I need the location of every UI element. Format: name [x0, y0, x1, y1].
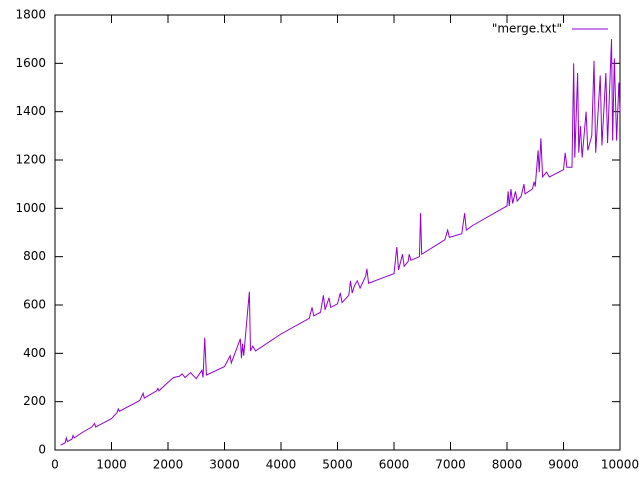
x-tick-label: 1000	[96, 458, 127, 472]
plot-border	[54, 14, 621, 451]
data-line	[60, 39, 621, 446]
y-tick-label: 200	[23, 394, 46, 408]
x-tick-label: 8000	[492, 458, 523, 472]
x-tick-label: 9000	[548, 458, 579, 472]
legend-label: "merge.txt"	[492, 22, 562, 36]
y-tick-label: 400	[23, 346, 46, 360]
y-tick-label: 1600	[15, 56, 46, 70]
x-tick-label: 0	[51, 458, 59, 472]
y-tick-label: 1400	[15, 104, 46, 118]
y-tick-label: 800	[23, 249, 46, 263]
x-tick-label: 3000	[209, 458, 240, 472]
y-tick-label: 1800	[15, 8, 46, 22]
x-tick-label: 2000	[153, 458, 184, 472]
x-tick-label: 7000	[435, 458, 466, 472]
y-tick-label: 600	[23, 298, 46, 312]
x-tick-label: 6000	[379, 458, 410, 472]
y-tick-label: 1200	[15, 153, 46, 167]
x-tick-label: 10000	[601, 458, 639, 472]
x-tick-label: 4000	[266, 458, 297, 472]
y-tick-label: 0	[38, 443, 46, 457]
y-tick-label: 1000	[15, 201, 46, 215]
x-tick-label: 5000	[322, 458, 353, 472]
